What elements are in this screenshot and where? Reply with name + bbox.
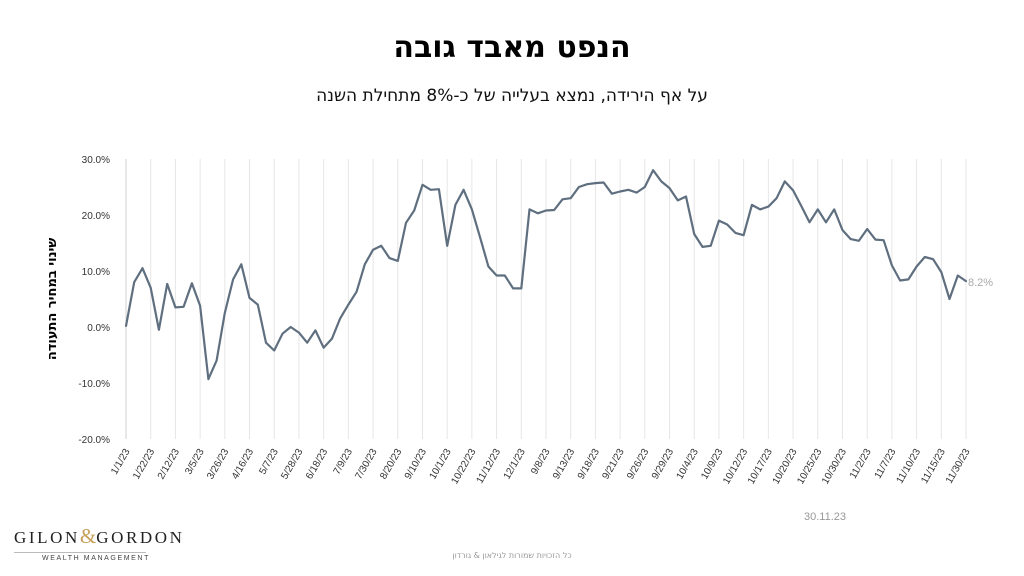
chart-subtitle: על אף הירידה, נמצא בעלייה של כ-8% מתחילת… [316, 86, 708, 106]
y-tick-label: -20.0% [78, 435, 110, 446]
x-tick-label: 2/12/23 [156, 447, 182, 482]
x-tick-label: 10/30/23 [820, 447, 849, 487]
y-axis-title: שינוי במחיר התעודה [45, 238, 60, 360]
y-tick-label: 0.0% [87, 323, 110, 334]
last-value-label: 8.2% [968, 277, 993, 289]
date-note: 30.11.23 [803, 511, 846, 523]
x-tick-label: 10/9/23 [699, 447, 725, 482]
x-tick-label: 11/2/23 [848, 447, 874, 481]
logo-tagline: WEALTH MANAGEMENT [42, 555, 150, 562]
x-tick-label: 7/30/23 [353, 447, 379, 482]
x-tick-label: 9/21/23 [601, 447, 627, 482]
x-tick-label: 9/18/23 [576, 447, 602, 482]
x-tick-label: 11/30/23 [944, 447, 973, 486]
logo-left-word: GILON [14, 528, 80, 547]
y-tick-label: 30.0% [82, 155, 110, 166]
x-tick-label: 3/26/23 [205, 447, 231, 482]
x-tick-label: 9/26/23 [625, 447, 651, 482]
x-tick-label: 9/29/23 [650, 447, 676, 482]
logo-divider [14, 552, 146, 553]
logo-right-word: GORDON [96, 528, 185, 547]
x-tick-label: 5/7/23 [257, 447, 281, 477]
series-line [124, 169, 968, 381]
x-tick-label: 1/22/23 [131, 447, 157, 482]
x-tick-label: 1/1/23 [109, 447, 133, 477]
company-logo: GILON&GORDON WEALTH MANAGEMENT [14, 524, 182, 562]
x-tick-label: 5/28/23 [279, 447, 305, 482]
x-tick-label: 4/16/23 [230, 447, 256, 482]
y-tick-label: 20.0% [82, 211, 110, 222]
x-tick-label: 10/4/23 [675, 447, 701, 482]
x-tick-label: 9/10/23 [403, 447, 429, 482]
y-tick-label: 10.0% [82, 267, 110, 278]
y-tick-label: -10.0% [78, 379, 110, 390]
x-tick-label: 6/18/23 [304, 447, 330, 482]
logo-ampersand: & [79, 524, 97, 548]
x-tick-label: 10/1/23 [428, 447, 454, 482]
copyright-note: כל הזכויות שמורות לגילאון & גורדון [452, 551, 572, 560]
chart-title: הנפט מאבד גובה [393, 30, 631, 65]
x-tick-label: 3/5/23 [183, 447, 207, 477]
logo-wordmark: GILON&GORDON [14, 524, 182, 549]
x-tick-label: 8/20/23 [378, 447, 404, 482]
x-tick-label: 11/12/23 [475, 447, 504, 486]
x-tick-label: 11/7/23 [873, 447, 899, 481]
x-tick-label: 9/13/23 [551, 447, 577, 482]
x-tick-label: 7/9/23 [332, 447, 356, 477]
x-tick-label: 12/1/23 [502, 447, 528, 482]
x-tick-label: 9/8/23 [529, 447, 553, 477]
